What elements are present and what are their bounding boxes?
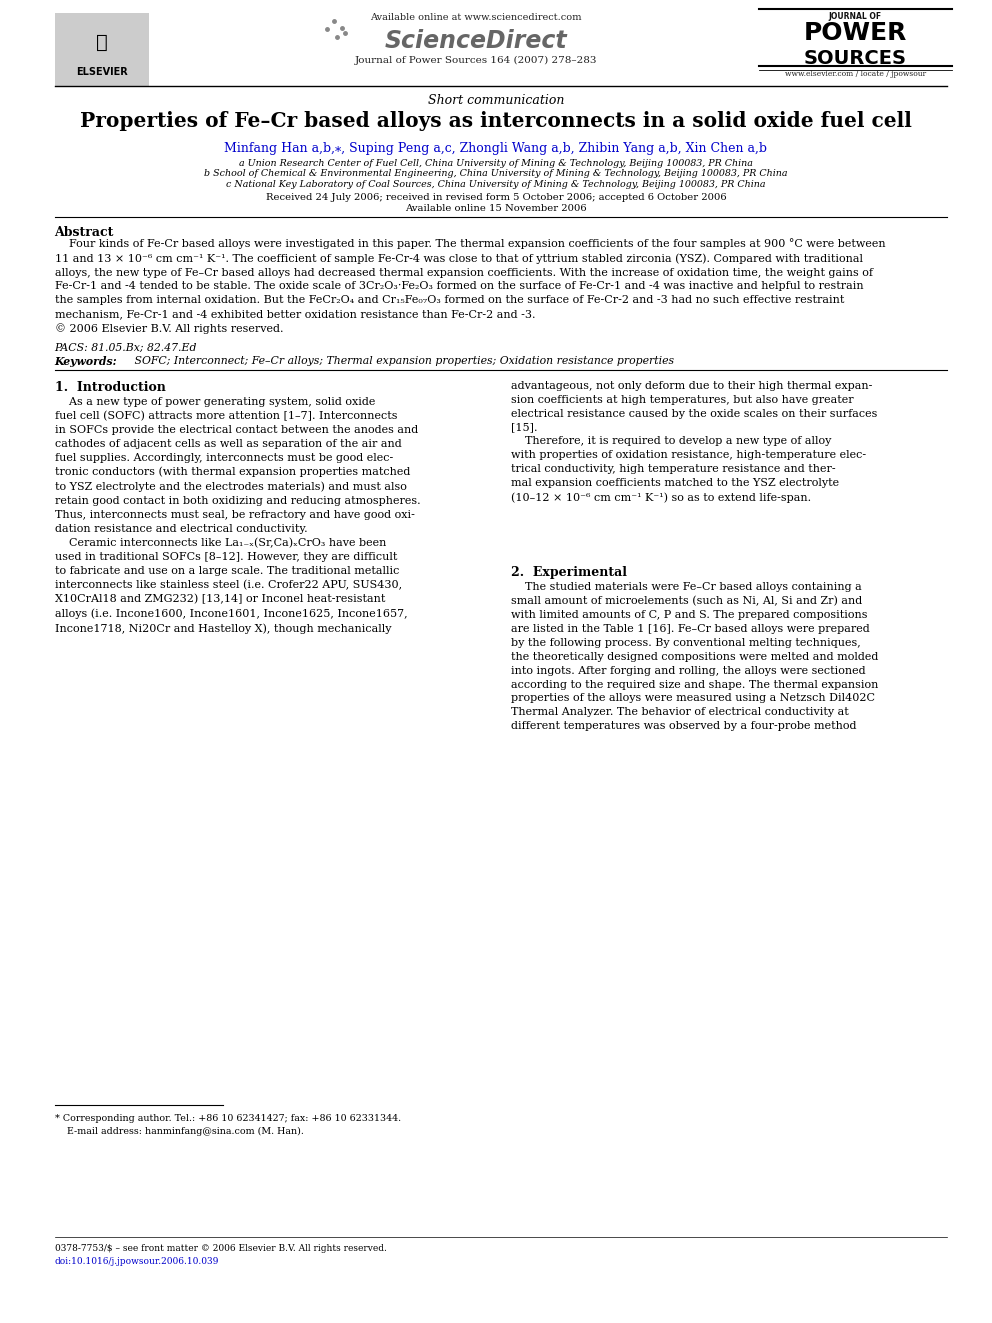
Text: c National Key Laboratory of Coal Sources, China University of Mining & Technolo: c National Key Laboratory of Coal Source… [226, 180, 766, 189]
Text: SOURCES: SOURCES [804, 49, 907, 67]
Text: Received 24 July 2006; received in revised form 5 October 2006; accepted 6 Octob: Received 24 July 2006; received in revis… [266, 193, 726, 202]
Text: 2.  Experimental: 2. Experimental [511, 566, 627, 579]
Text: POWER: POWER [804, 21, 907, 45]
Text: JOURNAL OF: JOURNAL OF [828, 12, 882, 21]
Text: Properties of Fe–Cr based alloys as interconnects in a solid oxide fuel cell: Properties of Fe–Cr based alloys as inte… [80, 111, 912, 131]
Text: * Corresponding author. Tel.: +86 10 62341427; fax: +86 10 62331344.: * Corresponding author. Tel.: +86 10 623… [55, 1114, 401, 1123]
Text: a Union Research Center of Fuel Cell, China University of Mining & Technology, B: a Union Research Center of Fuel Cell, Ch… [239, 159, 753, 168]
Text: PACS: 81.05.Bx; 82.47.Ed: PACS: 81.05.Bx; 82.47.Ed [55, 343, 197, 353]
Text: 1.  Introduction: 1. Introduction [55, 381, 166, 394]
Text: ELSEVIER: ELSEVIER [75, 67, 128, 77]
Text: SOFC; Interconnect; Fe–Cr alloys; Thermal expansion properties; Oxidation resist: SOFC; Interconnect; Fe–Cr alloys; Therma… [131, 356, 675, 366]
Text: The studied materials were Fe–Cr based alloys containing a
small amount of micro: The studied materials were Fe–Cr based a… [511, 582, 878, 732]
Text: Minfang Han a,b,⁎, Suping Peng a,c, Zhongli Wang a,b, Zhibin Yang a,b, Xin Chen : Minfang Han a,b,⁎, Suping Peng a,c, Zhon… [224, 142, 768, 155]
Text: advantageous, not only deform due to their high thermal expan-
sion coefficients: advantageous, not only deform due to the… [511, 381, 877, 503]
Text: Short communication: Short communication [428, 94, 564, 107]
Text: b School of Chemical & Environmental Engineering, China University of Mining & T: b School of Chemical & Environmental Eng… [204, 169, 788, 179]
Text: Journal of Power Sources 164 (2007) 278–283: Journal of Power Sources 164 (2007) 278–… [355, 56, 597, 65]
Text: Abstract: Abstract [55, 226, 114, 239]
Text: Four kinds of Fe-Cr based alloys were investigated in this paper. The thermal ex: Four kinds of Fe-Cr based alloys were in… [55, 238, 885, 333]
Text: www.elsevier.com / locate / jpowsour: www.elsevier.com / locate / jpowsour [785, 70, 926, 78]
Bar [55, 13, 149, 86]
Text: Keywords:: Keywords: [55, 356, 121, 366]
Text: 🌳: 🌳 [96, 33, 107, 52]
Text: Available online at www.sciencedirect.com: Available online at www.sciencedirect.co… [370, 13, 582, 22]
Text: ScienceDirect: ScienceDirect [385, 29, 567, 53]
Text: doi:10.1016/j.jpowsour.2006.10.039: doi:10.1016/j.jpowsour.2006.10.039 [55, 1257, 219, 1266]
Text: E-mail address: hanminfang@sina.com (M. Han).: E-mail address: hanminfang@sina.com (M. … [55, 1127, 304, 1136]
Text: As a new type of power generating system, solid oxide
fuel cell (SOFC) attracts : As a new type of power generating system… [55, 397, 421, 634]
Text: 0378-7753/$ – see front matter © 2006 Elsevier B.V. All rights reserved.: 0378-7753/$ – see front matter © 2006 El… [55, 1244, 387, 1253]
Text: Available online 15 November 2006: Available online 15 November 2006 [405, 204, 587, 213]
